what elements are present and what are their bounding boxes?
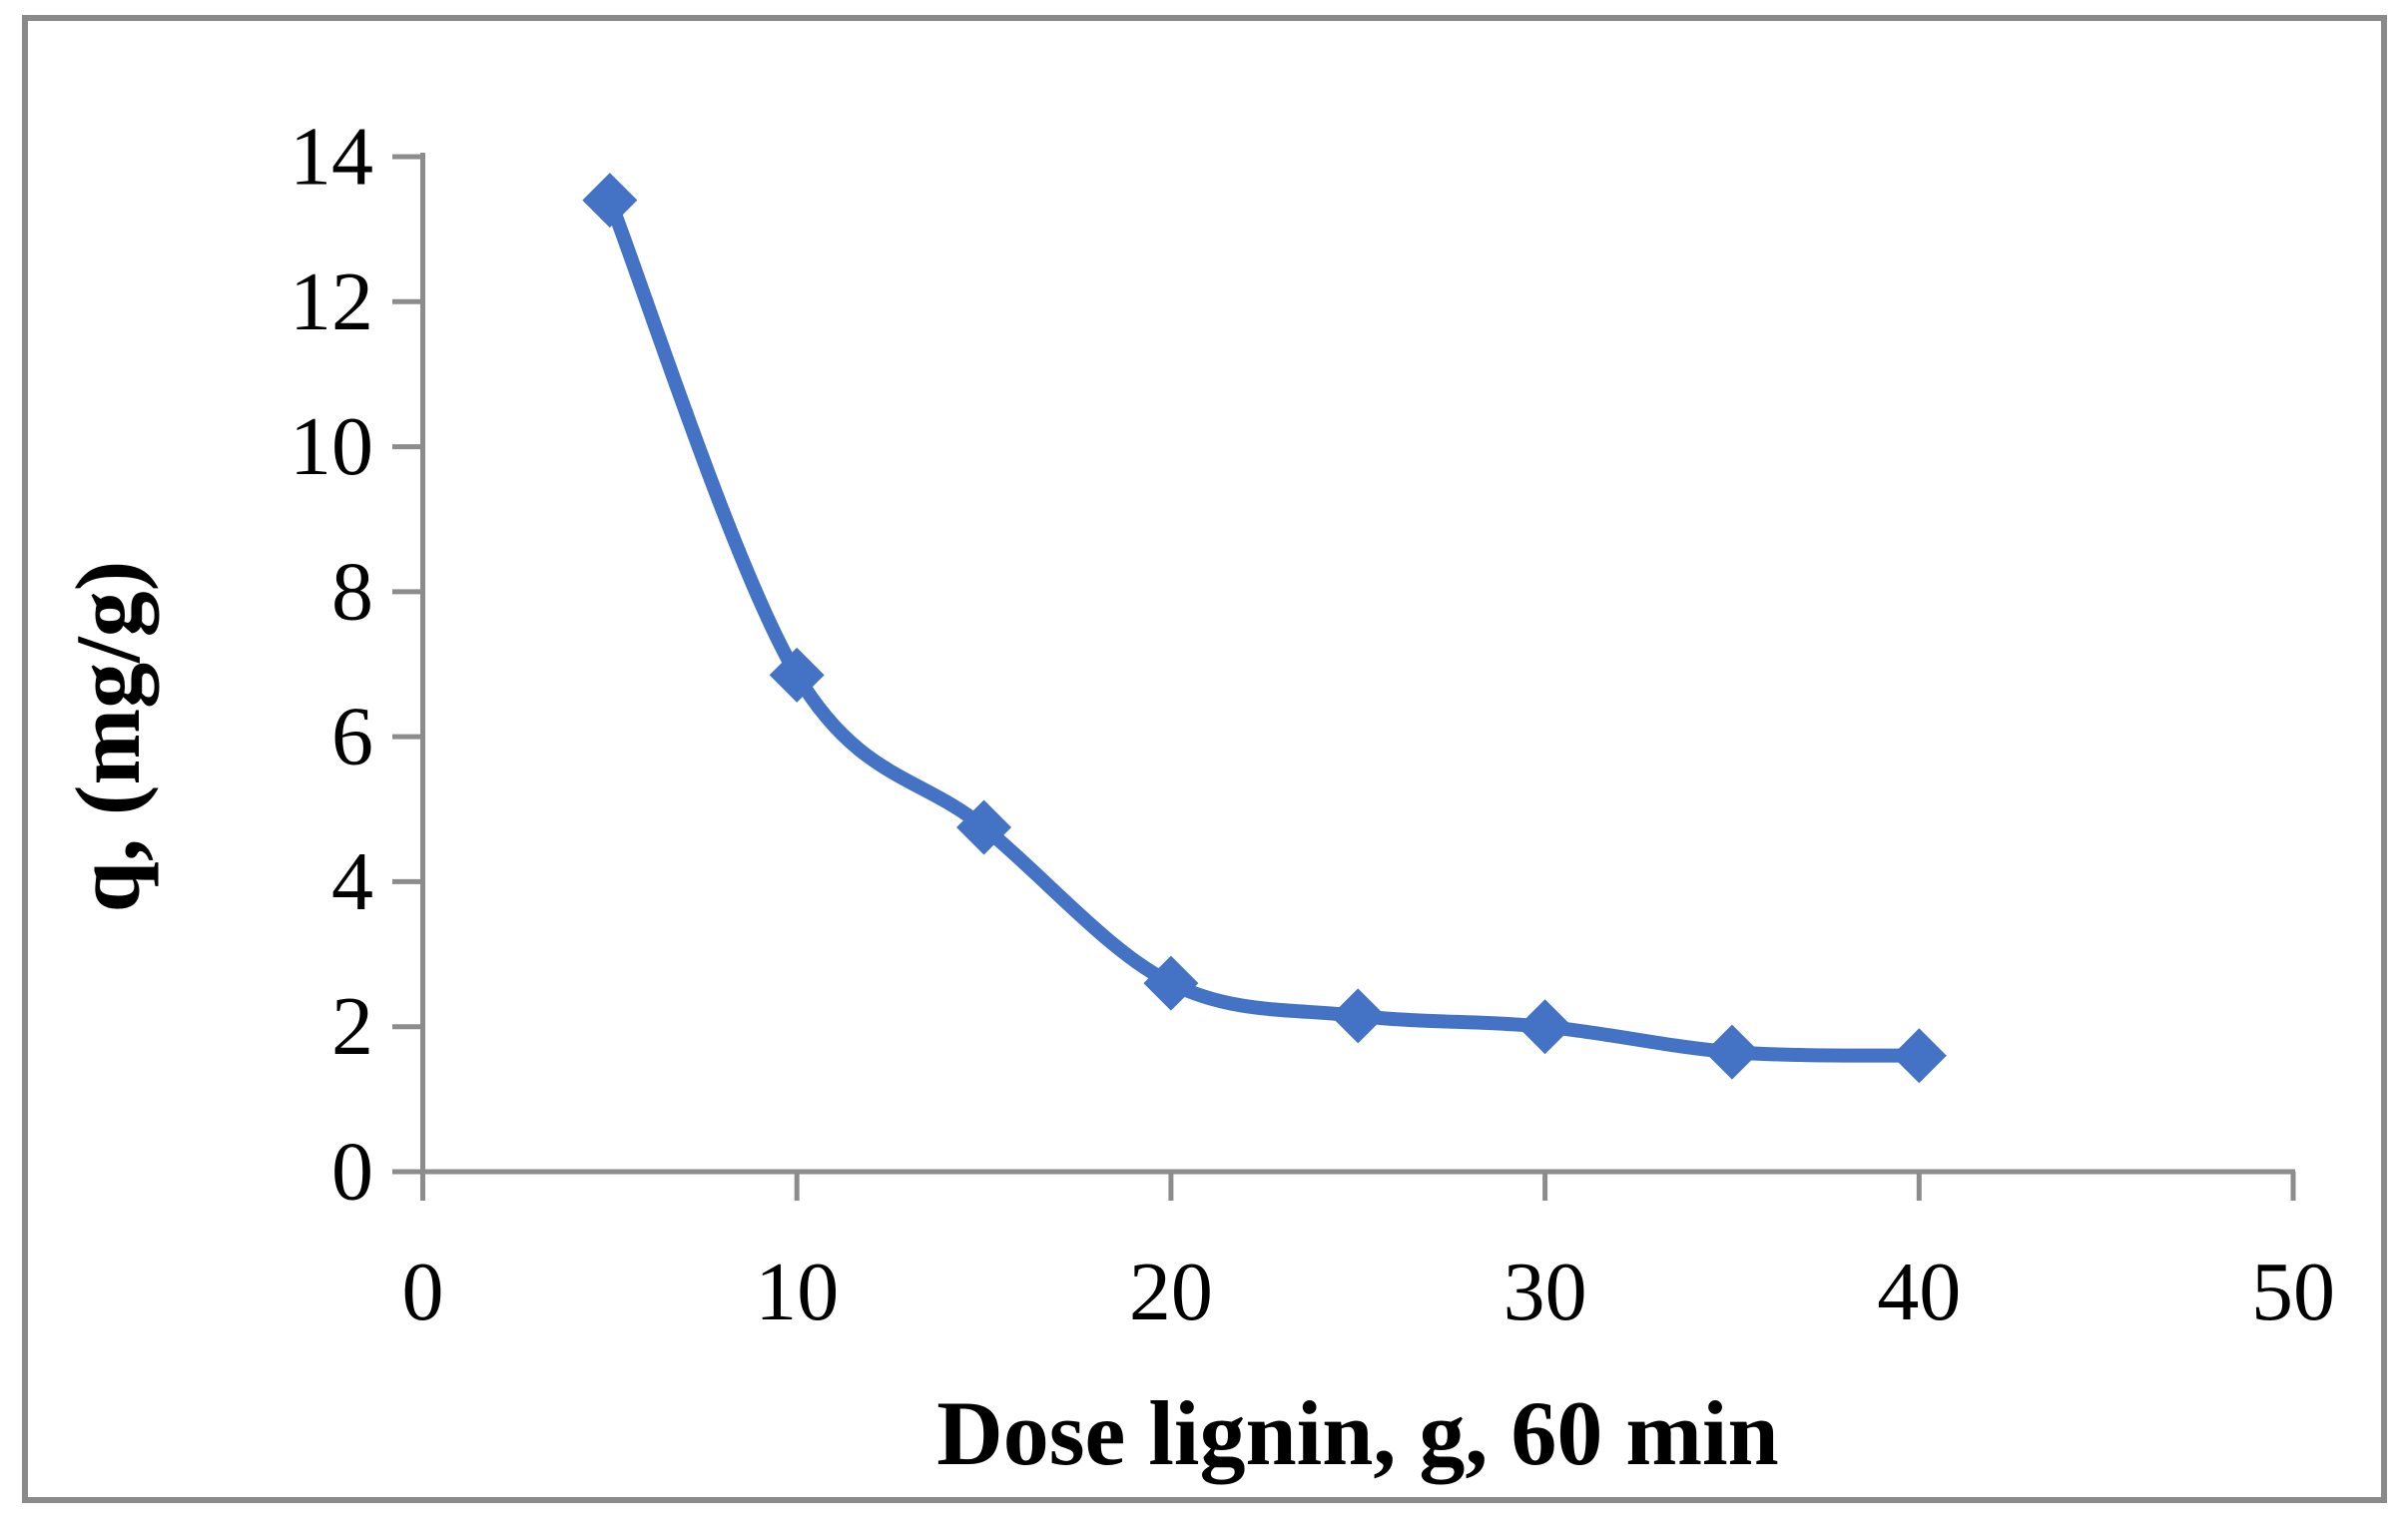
y-tick-label: 2 (331, 980, 373, 1073)
data-point-marker (1330, 988, 1386, 1044)
y-tick-label: 10 (290, 400, 373, 493)
x-tick-label: 50 (2251, 1246, 2335, 1338)
y-axis-title: q, (mg/g) (57, 560, 159, 913)
x-tick-label: 20 (1129, 1246, 1213, 1338)
x-tick-label: 10 (755, 1246, 839, 1338)
data-point-marker (582, 173, 638, 229)
x-tick-label: 40 (1877, 1246, 1961, 1338)
data-point-marker (1704, 1024, 1760, 1080)
data-point-marker (769, 647, 825, 703)
y-tick-label: 4 (331, 835, 373, 928)
y-tick-label: 12 (290, 255, 373, 348)
y-tick-label: 14 (290, 111, 373, 204)
x-tick-label: 0 (402, 1246, 444, 1338)
data-point-marker (1143, 955, 1199, 1011)
y-tick-label: 8 (331, 545, 373, 638)
data-point-marker (956, 799, 1012, 855)
chart-border (22, 15, 2387, 1503)
data-point-marker (1891, 1028, 1947, 1084)
x-axis-title: Dose lignin, g, 60 min (936, 1382, 1779, 1484)
y-tick-label: 0 (331, 1126, 373, 1219)
series-line (602, 193, 1927, 1063)
x-tick-label: 30 (1504, 1246, 1587, 1338)
data-point-marker (1517, 999, 1573, 1055)
y-tick-label: 6 (331, 691, 373, 783)
